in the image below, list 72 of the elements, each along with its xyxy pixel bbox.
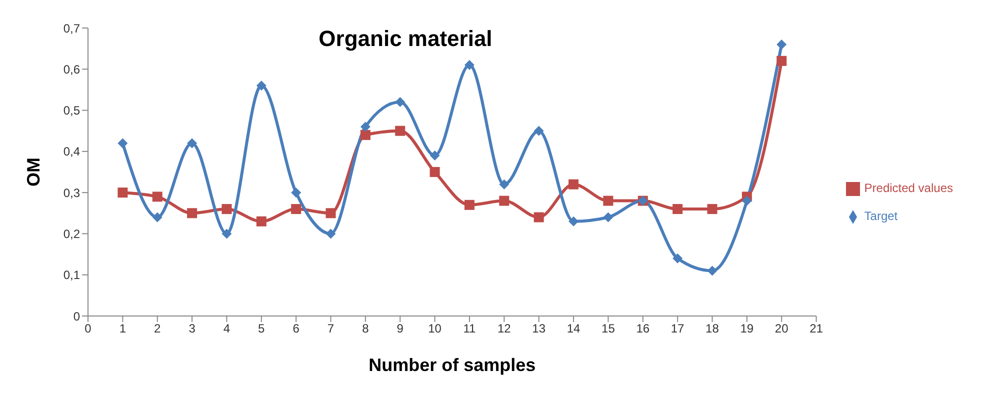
point [395, 97, 406, 108]
chart-title: Organic material [318, 26, 492, 51]
x-tick-label: 19 [740, 322, 754, 336]
x-tick-label: 8 [362, 322, 370, 336]
point [742, 196, 752, 206]
point [256, 216, 266, 226]
x-axis-title: Number of samples [368, 355, 536, 375]
point [499, 196, 510, 206]
y-tick-label: 0,4 [63, 144, 80, 159]
point [707, 266, 718, 276]
legend-label: Target [864, 209, 898, 223]
x-tick-label: 10 [428, 322, 442, 336]
x-tick-label: 3 [188, 322, 196, 336]
x-tick-label: 6 [292, 322, 300, 336]
point [360, 122, 370, 132]
y-tick-label: 0,5 [63, 104, 80, 118]
point [395, 126, 406, 136]
point [430, 150, 440, 161]
x-tick-label: 0 [84, 322, 92, 336]
x-tick-label: 12 [497, 322, 512, 336]
y-tick-label: 0,7 [63, 21, 80, 36]
point [534, 212, 544, 222]
point [534, 126, 544, 136]
point [672, 253, 683, 264]
point [187, 138, 198, 148]
x-tick-label: 18 [706, 322, 720, 336]
point [430, 167, 440, 177]
point [326, 208, 336, 218]
point [118, 188, 128, 198]
point [222, 228, 232, 239]
x-tick-label: 14 [566, 322, 581, 336]
point [360, 130, 370, 140]
y-tick-label: 0 [73, 309, 80, 324]
x-tick-label: 11 [463, 322, 476, 336]
y-axis-title: OM [23, 158, 44, 186]
point [326, 228, 336, 239]
x-tick-label: 15 [602, 322, 616, 336]
x-tick-label: 20 [774, 322, 789, 336]
x-tick-label: 5 [258, 322, 266, 336]
x-tick-label: 1 [119, 322, 126, 336]
x-tick-label: 21 [810, 322, 824, 336]
x-tick-label: 9 [396, 322, 404, 336]
y-tick-label: 0,2 [63, 226, 80, 241]
point [776, 56, 787, 66]
point [291, 188, 302, 198]
point [222, 204, 232, 214]
point [499, 179, 510, 190]
point [464, 60, 474, 70]
x-tick-label: 16 [636, 322, 650, 336]
point [152, 212, 162, 222]
point [256, 80, 266, 91]
point [707, 204, 718, 214]
point [568, 179, 579, 190]
point [603, 196, 614, 206]
x-tick-label: 17 [670, 322, 685, 336]
x-tick-label: 7 [327, 322, 334, 336]
point [291, 204, 302, 214]
point [187, 208, 198, 218]
point [568, 216, 579, 226]
point [603, 212, 614, 222]
y-tick-label: 0,6 [63, 62, 80, 76]
x-tick-label: 4 [223, 322, 230, 336]
legend-label: Predicted values [864, 181, 953, 195]
point [464, 200, 474, 210]
point [776, 39, 787, 50]
x-tick-label: 2 [154, 322, 162, 336]
point [152, 192, 162, 202]
point [118, 138, 128, 148]
y-tick-label: 0,1 [63, 268, 80, 282]
y-tick-label: 0,3 [63, 186, 80, 200]
x-tick-label: 13 [532, 322, 546, 336]
point [672, 204, 683, 214]
